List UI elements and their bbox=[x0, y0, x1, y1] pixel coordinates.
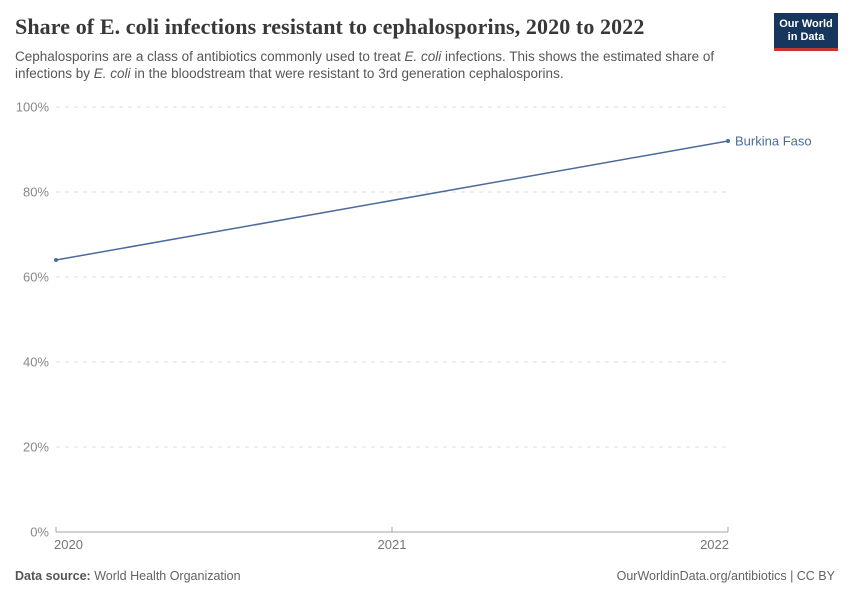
y-tick-label: 20% bbox=[23, 440, 49, 455]
subtitle-segment: Cephalosporins are a class of antibiotic… bbox=[15, 49, 405, 64]
logo-line-1: Our World bbox=[779, 18, 833, 30]
data-source-value: World Health Organization bbox=[94, 569, 241, 583]
data-point-marker bbox=[726, 139, 730, 143]
subtitle-segment: infections. This shows the estimated sha… bbox=[15, 49, 715, 81]
x-tick-label: 2020 bbox=[54, 537, 83, 552]
subtitle-segment: in the bloodstream that were resistant t… bbox=[130, 65, 564, 81]
y-tick-label: 80% bbox=[23, 185, 49, 200]
chart-subtitle: Cephalosporins are a class of antibiotic… bbox=[15, 49, 729, 82]
page-title: Share of E. coli infections resistant to… bbox=[15, 14, 645, 39]
y-tick-label: 40% bbox=[23, 355, 49, 370]
y-tick-label: 0% bbox=[30, 525, 49, 540]
chart-footer: Data source: World Health Organization O… bbox=[15, 569, 835, 583]
subtitle-italic-segment: E. coli bbox=[93, 65, 131, 81]
x-tick-label: 2021 bbox=[378, 537, 407, 552]
series-line bbox=[55, 140, 729, 261]
subtitle-italic-segment: E. coli bbox=[404, 49, 442, 64]
data-source: Data source: World Health Organization bbox=[15, 569, 241, 583]
line-chart: 0% 20% 40% 60% 80% 100% 2020 2021 2022 Burkina Fa… bbox=[16, 100, 812, 553]
x-tick-label: 2022 bbox=[700, 537, 729, 552]
y-tick-label: 60% bbox=[23, 270, 49, 285]
attribution: OurWorldinData.org/antibiotics | CC BY bbox=[616, 569, 835, 583]
y-tick-label: 100% bbox=[16, 100, 50, 115]
data-source-label: Data source: bbox=[15, 569, 91, 583]
series-end-label: Burkina Faso bbox=[735, 134, 812, 149]
owid-logo: Our World in Data bbox=[774, 13, 838, 51]
data-point-marker bbox=[54, 258, 58, 262]
logo-line-2: in Data bbox=[787, 31, 825, 43]
